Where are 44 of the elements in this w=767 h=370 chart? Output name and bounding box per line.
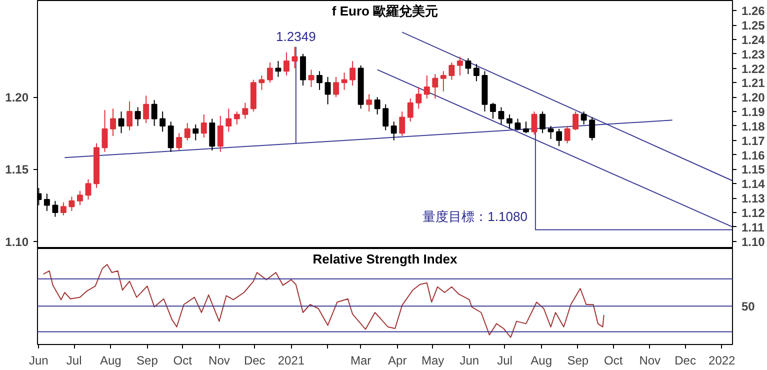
y2-tick-label: 1.17 [742,134,766,148]
x-tick-label: Aug [530,354,552,368]
y2-tick-label: 1.11 [742,220,765,234]
y2-tick-label: 1.24 [742,32,766,47]
y2-tick-label: 1.22 [742,62,766,76]
chart-title: f Euro 歐羅兌美元 [332,4,438,18]
x-tick-label: May [421,354,444,368]
y-tick-label: 1.20 [5,90,29,105]
x-tick-label: Oct [173,354,193,368]
chart-title: Relative Strength Index [312,252,458,266]
x-tick-label: Apr [388,354,407,368]
x-tick-label: Oct [604,354,624,368]
x-tick-label: Nov [208,354,230,368]
x-tick-label: Sep [136,354,158,368]
y-tick-label: 1.10 [5,234,29,249]
text: 50 [742,300,756,314]
x-tick-label: Jun [460,354,480,368]
x-tick-label: Sep [567,354,589,368]
y2-tick-label: 1.12 [742,206,766,220]
y2-tick-label: 1.20 [742,90,766,105]
y2-tick-label: 1.21 [742,76,766,90]
x-tick-label: Nov [639,354,661,368]
y2-tick-label: 1.19 [742,105,766,120]
x-tick-label: Mar [350,354,372,368]
y-tick-label: 1.15 [5,162,29,177]
y2-tick-label: 1.26 [742,4,766,18]
annotation: 1.2349 [276,28,316,44]
y2-tick-label: 1.10 [742,234,766,249]
x-tick-label: Jul [497,354,512,368]
y2-tick-label: 1.14 [742,177,766,192]
y2-tick-label: 1.18 [742,119,766,134]
x-tick-label: Jun [29,354,48,368]
x-tick-label: Dec [244,354,266,368]
x-tick-label: Dec [674,354,696,368]
x-tick-label: 2021 [278,354,305,368]
y2-tick-label: 1.23 [742,47,766,62]
y2-tick-label: 1.25 [742,18,766,33]
x-tick-label: Aug [100,354,122,368]
x-tick-label: Jul [66,354,82,368]
y2-tick-label: 1.13 [742,192,766,206]
annotation: 量度目標：1.1080 [422,208,528,224]
y2-tick-label: 1.15 [742,162,766,177]
x-tick-label: 2022 [708,354,736,368]
y2-tick-label: 1.16 [742,148,766,162]
